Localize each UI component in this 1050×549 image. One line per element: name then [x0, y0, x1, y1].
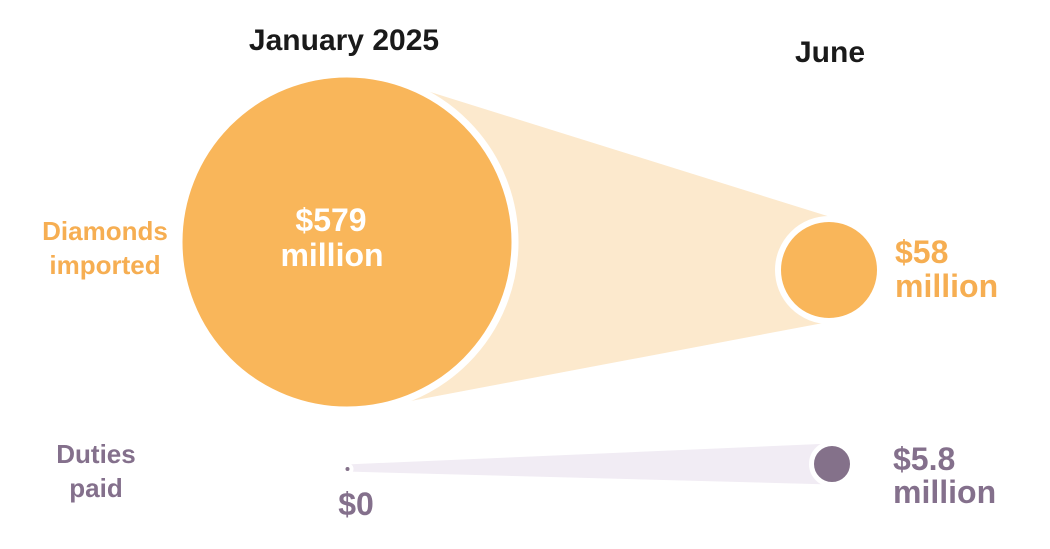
value-imports-june-line1: $58	[895, 234, 948, 270]
value-duties-june-line1: $5.8	[893, 441, 955, 477]
duties-january-dot	[341, 463, 354, 475]
value-duties-june-line2: million	[893, 474, 996, 510]
value-imports-january-line2: million	[280, 237, 383, 273]
value-duties-january: $0	[338, 486, 374, 522]
duties-june-circle	[809, 441, 855, 487]
duties-funnel-connector	[345, 443, 852, 485]
value-imports-january-line1: $579	[295, 202, 366, 238]
row-label-duties-line2: paid	[69, 473, 122, 503]
row-label-diamonds-line2: imported	[49, 250, 160, 280]
imports-funnel-connector	[378, 81, 881, 408]
column-header-january: January 2025	[249, 24, 439, 57]
row-label-duties-line1: Duties	[56, 439, 135, 469]
imports-january-circle	[175, 70, 519, 414]
row-label-diamonds-line1: Diamonds	[42, 216, 168, 246]
imports-june-circle	[775, 216, 883, 324]
column-header-june: June	[795, 36, 865, 69]
value-imports-june-line2: million	[895, 268, 998, 304]
